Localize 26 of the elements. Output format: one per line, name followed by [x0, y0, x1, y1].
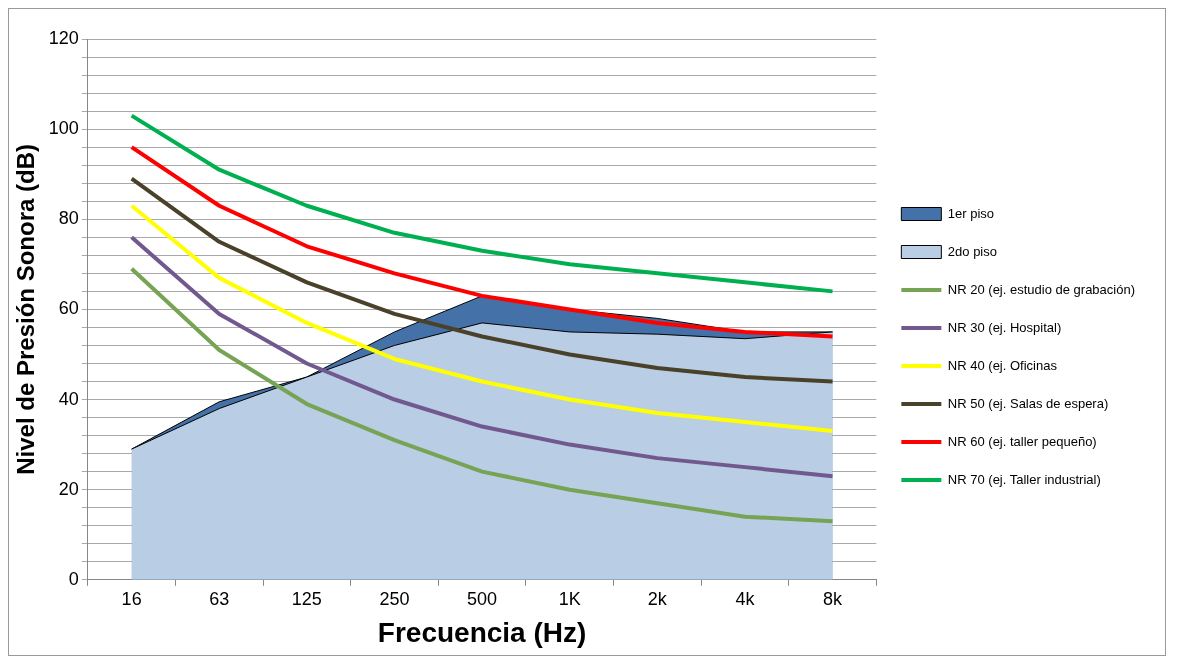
legend-label: 1er piso	[947, 205, 995, 221]
y-tick-label: 60	[58, 298, 79, 319]
x-tick-label: 8k	[823, 588, 844, 609]
y-axis-title: Nivel de Presión Sonora (dB)	[12, 144, 40, 475]
legend-label: NR 70 (ej. Taller industrial)	[947, 471, 1101, 487]
x-axis-title: Frecuencia (Hz)	[377, 616, 587, 648]
legend-label: NR 50 (ej. Salas de espera)	[947, 395, 1109, 411]
x-tick-label: 1K	[558, 588, 581, 609]
x-tick-label: 4k	[735, 588, 756, 609]
x-tick-label: 63	[209, 588, 230, 609]
legend-label: NR 20 (ej. estudio de grabación)	[947, 281, 1136, 297]
x-tick-label: 500	[467, 588, 498, 609]
legend-label: NR 60 (ej. taller pequeño)	[947, 433, 1097, 449]
x-tick-label: 16	[121, 588, 142, 609]
y-tick-label: 80	[58, 208, 79, 229]
y-tick-label: 20	[58, 478, 79, 499]
legend-label: 2do piso	[947, 243, 997, 259]
x-tick-label: 250	[379, 588, 410, 609]
y-tick-label: 40	[58, 388, 79, 409]
x-tick-label: 125	[291, 588, 322, 609]
y-tick-label: 100	[48, 118, 79, 139]
legend-label: NR 30 (ej. Hospital)	[947, 319, 1062, 335]
x-tick-label: 2k	[647, 588, 668, 609]
y-tick-label: 0	[68, 568, 79, 589]
legend-label: NR 40 (ej. Oficinas	[947, 357, 1058, 373]
y-tick-label: 120	[48, 27, 79, 48]
